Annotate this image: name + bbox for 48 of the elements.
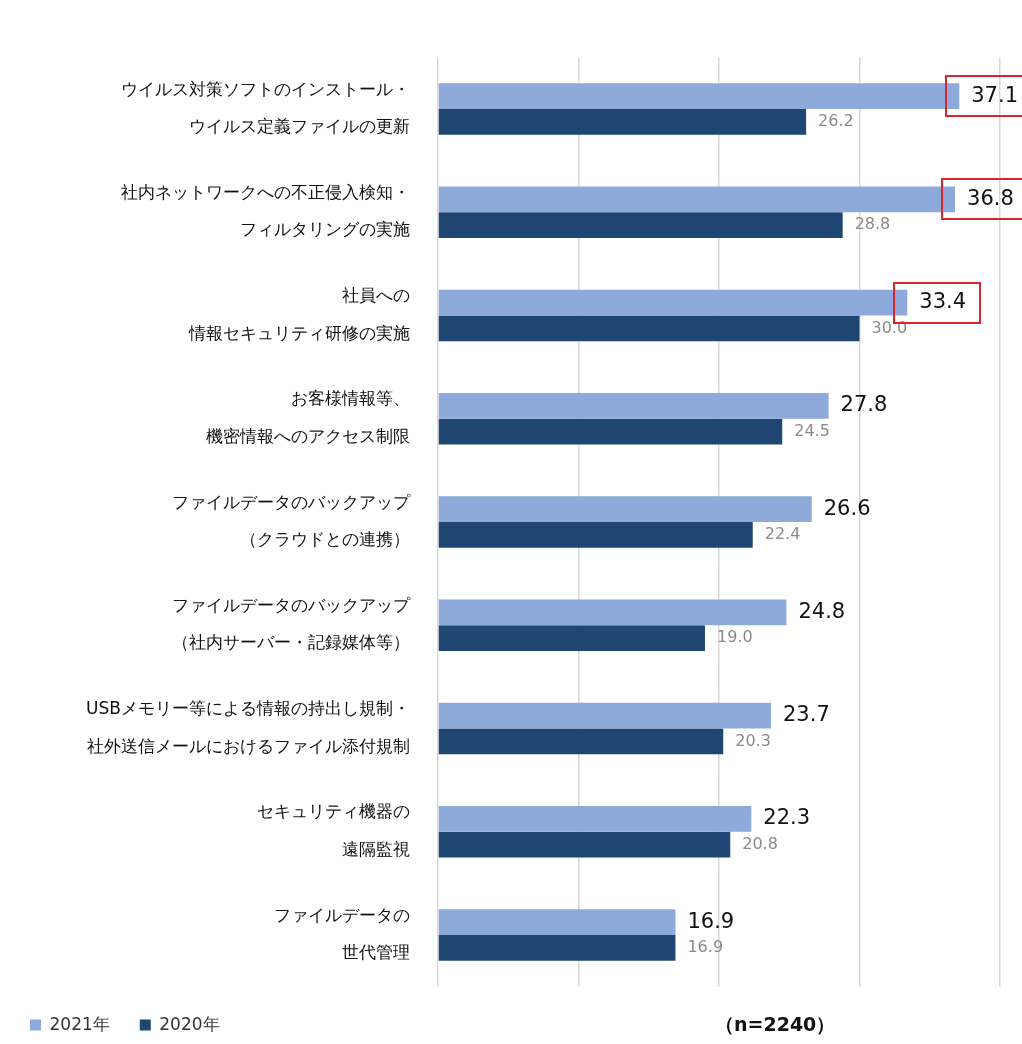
data-label: 22.4 xyxy=(764,524,801,544)
bar xyxy=(438,625,705,652)
data-label: 37.1 xyxy=(971,82,1019,107)
data-label: 24.8 xyxy=(798,598,846,623)
data-label: 19.0 xyxy=(716,627,753,647)
bar xyxy=(438,702,771,729)
y-tick-label: ファイルデータの世代管理 xyxy=(274,904,410,963)
bar xyxy=(438,109,807,135)
bar xyxy=(438,805,752,832)
data-label: 24.5 xyxy=(794,420,830,440)
data-label: 16.9 xyxy=(687,908,735,933)
bar xyxy=(438,392,829,419)
y-tick-label: ファイルデータのバックアップ（クラウドとの連携） xyxy=(172,491,411,550)
data-label: 23.7 xyxy=(782,702,830,727)
y-tick-label: セキュリティ機器の遠隔監視 xyxy=(257,801,410,859)
bar xyxy=(438,212,843,239)
legend-label: 2021年 xyxy=(49,1013,110,1034)
bar xyxy=(438,496,812,522)
bar xyxy=(438,289,908,316)
bar xyxy=(438,522,753,548)
data-label: 22.3 xyxy=(763,805,811,830)
bar xyxy=(438,315,860,342)
data-label: 26.6 xyxy=(823,495,871,520)
y-tick-label: ウイルス対策ソフトのインストール・ウイルス定義ファイルの更新 xyxy=(121,78,410,137)
data-label: 33.4 xyxy=(919,289,967,314)
bar xyxy=(438,83,960,110)
data-label: 28.8 xyxy=(854,214,891,234)
bar xyxy=(438,728,724,755)
data-label: 16.9 xyxy=(687,937,724,957)
data-label: 27.8 xyxy=(840,392,888,417)
bar xyxy=(438,418,783,445)
y-tick-label: ファイルデータのバックアップ（社内サーバー・記録媒体等） xyxy=(172,594,411,653)
bar xyxy=(438,186,956,213)
bar xyxy=(438,934,676,961)
data-label: 26.2 xyxy=(818,111,854,131)
data-label: 30.0 xyxy=(871,317,908,337)
y-tick-label: 社員への情報セキュリティ研修の実施 xyxy=(188,285,410,343)
bar xyxy=(438,599,787,626)
y-tick-label: USBメモリー等による情報の持出し規制・社外送信メールにおけるファイル添付規制 xyxy=(86,698,410,756)
y-tick-label: 社内ネットワークへの不正侵入検知・フィルタリングの実施 xyxy=(121,181,410,240)
y-tick-label: お客様情報等、機密情報へのアクセス制限 xyxy=(206,388,410,446)
legend-label: 2020年 xyxy=(159,1013,220,1034)
bar xyxy=(438,831,731,858)
bar xyxy=(438,909,676,935)
data-label: 20.3 xyxy=(735,730,771,750)
data-label: 20.8 xyxy=(742,833,778,853)
text: （n=2240） xyxy=(715,1012,836,1035)
data-label: 36.8 xyxy=(967,185,1014,210)
